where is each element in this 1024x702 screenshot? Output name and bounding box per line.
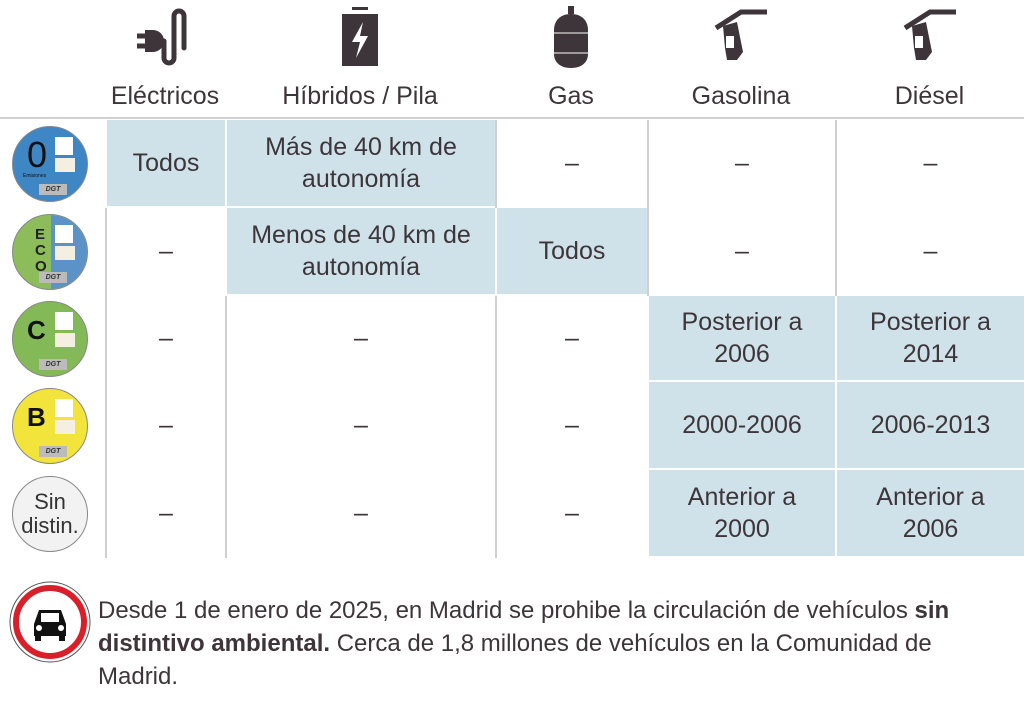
badge-window bbox=[55, 399, 73, 417]
badge-label: ECO bbox=[35, 226, 47, 275]
column-divider bbox=[225, 470, 227, 558]
column-label: Eléctricos bbox=[110, 82, 220, 110]
badge-label: Sin distin. bbox=[21, 489, 79, 538]
column-divider bbox=[647, 120, 649, 208]
table-cell: – bbox=[159, 324, 173, 352]
dgt-logo: DGT bbox=[39, 272, 67, 283]
badge-label: C bbox=[27, 315, 46, 345]
table-cell: – bbox=[923, 237, 938, 265]
table-cell: Anterior a 2000 bbox=[649, 470, 835, 556]
note-text: Desde 1 de enero de 2025, en Madrid se p… bbox=[98, 594, 998, 693]
dgt-logo: DGT bbox=[39, 446, 67, 457]
badge-sub: Emisiones bbox=[23, 173, 47, 179]
table-cell: Posterior a 2006 bbox=[649, 296, 835, 380]
column-divider bbox=[835, 208, 837, 296]
badge-window bbox=[55, 225, 73, 243]
table-cell: – bbox=[565, 149, 579, 177]
table-cell: – bbox=[159, 411, 173, 439]
table-cell: – bbox=[354, 411, 368, 439]
note-bold: sin distintivo ambiental. bbox=[98, 597, 950, 657]
header-gas: Gas bbox=[495, 0, 647, 118]
column-divider bbox=[225, 382, 227, 470]
fuel-pump-icon bbox=[903, 9, 956, 60]
table-cell: Más de 40 km de autonomía bbox=[227, 120, 495, 206]
table-cell: – bbox=[565, 411, 579, 439]
badge-window bbox=[55, 333, 75, 347]
column-label: Gas bbox=[548, 82, 594, 110]
header-hibridos: Híbridos / Pila bbox=[225, 0, 495, 118]
badge-label: B bbox=[27, 402, 46, 432]
table-cell: – bbox=[565, 499, 579, 527]
table-cell: Posterior a 2014 bbox=[837, 296, 1024, 380]
column-divider bbox=[225, 296, 227, 382]
note-part2: Cerca de 1,8 millones de vehículos en la… bbox=[98, 630, 932, 690]
table-cell: Todos bbox=[107, 120, 225, 206]
table-cell: – bbox=[159, 237, 173, 265]
badge-window bbox=[55, 246, 75, 260]
table-cell: – bbox=[735, 149, 749, 177]
table-cell: – bbox=[735, 237, 749, 265]
column-divider bbox=[495, 296, 497, 382]
badge-window bbox=[55, 158, 75, 172]
gas-tank-icon bbox=[554, 6, 588, 68]
table-cell: – bbox=[565, 324, 579, 352]
no-cars-sign-icon bbox=[9, 581, 91, 663]
table-cell: 2006-2013 bbox=[837, 382, 1024, 468]
note-part1: Desde 1 de enero de 2025, en Madrid se p… bbox=[98, 597, 915, 624]
column-divider bbox=[105, 382, 107, 470]
table-cell: Menos de 40 km de autonomía bbox=[227, 208, 495, 294]
column-label: Gasolina bbox=[691, 82, 791, 110]
table-cell: 2000-2006 bbox=[649, 382, 835, 468]
badge-c: C DGT bbox=[12, 301, 88, 377]
column-divider bbox=[105, 208, 107, 296]
badge-eco: ECO DGT bbox=[12, 214, 88, 290]
fuel-pump-icon bbox=[714, 9, 767, 60]
column-divider bbox=[105, 296, 107, 382]
table-cell: – bbox=[354, 499, 368, 527]
badge-window bbox=[55, 312, 73, 330]
header-gasolina: Gasolina bbox=[647, 0, 835, 118]
table-cell: Todos bbox=[497, 208, 647, 294]
badge-0: 0 DGT Emisiones bbox=[12, 126, 88, 202]
battery-icon bbox=[342, 7, 378, 66]
dgt-logo: DGT bbox=[39, 184, 67, 195]
table-cell: – bbox=[923, 149, 938, 177]
header-diesel: Diésel bbox=[835, 0, 1024, 118]
column-divider bbox=[835, 120, 837, 208]
badge-window bbox=[55, 137, 73, 155]
badge-sin-distin-: Sin distin. bbox=[12, 476, 88, 552]
badge-label: 0 bbox=[27, 134, 48, 175]
badge-window bbox=[55, 420, 75, 434]
column-label: Híbridos / Pila bbox=[282, 82, 438, 110]
column-divider bbox=[105, 470, 107, 558]
column-label: Diésel bbox=[894, 82, 965, 110]
table-cell: – bbox=[354, 324, 368, 352]
dgt-logo: DGT bbox=[39, 359, 67, 370]
header-electricos: Eléctricos bbox=[105, 0, 225, 118]
table-cell: – bbox=[159, 499, 173, 527]
table-cell: Anterior a 2006 bbox=[837, 470, 1024, 556]
column-divider bbox=[495, 470, 497, 558]
column-divider bbox=[647, 208, 649, 296]
badge-b: B DGT bbox=[12, 388, 88, 464]
plug-icon bbox=[137, 8, 187, 66]
column-divider bbox=[495, 382, 497, 470]
header-divider bbox=[0, 117, 1024, 119]
column-divider bbox=[495, 120, 497, 208]
